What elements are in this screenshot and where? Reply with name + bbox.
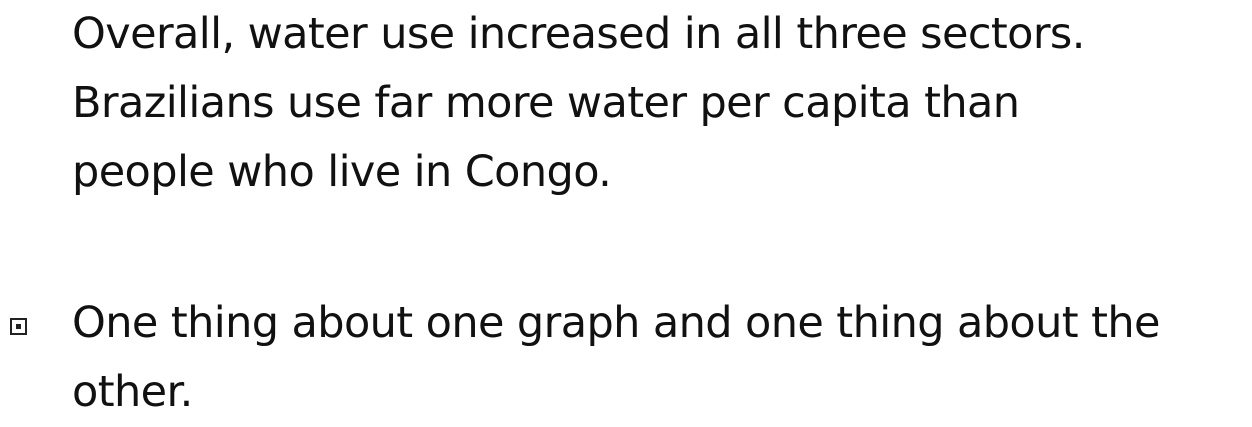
summary-paragraph: Overall, water use increased in all thre…: [72, 0, 1085, 207]
bullet-line-2: other.: [72, 367, 193, 417]
bullet-paragraph: One thing about one graph and one thing …: [72, 289, 1160, 427]
boxed-square-bullet-icon: [10, 318, 27, 335]
summary-line-3: people who live in Congo.: [72, 147, 612, 197]
slide-content: Overall, water use increased in all thre…: [10, 0, 1160, 417]
bullet-line-1: One thing about one graph and one thing …: [72, 298, 1160, 348]
summary-line-2: Brazilians use far more water per capita…: [72, 78, 1020, 128]
summary-line-1: Overall, water use increased in all thre…: [72, 9, 1085, 59]
